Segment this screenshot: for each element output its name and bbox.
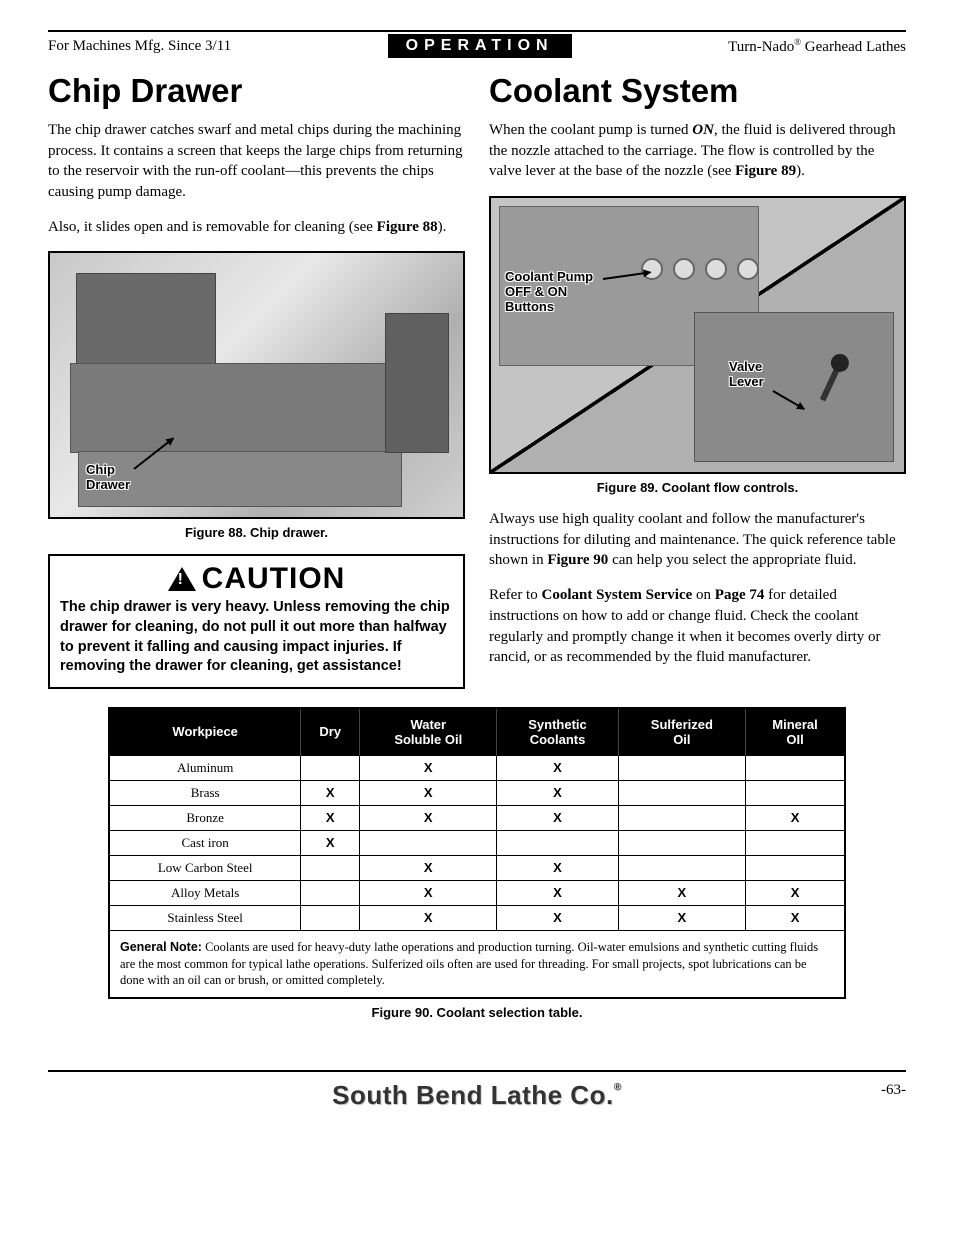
table-header: WaterSoluble Oil: [360, 709, 497, 756]
figure-88: Chip Drawer: [48, 251, 465, 519]
fig88-label-chip: Chip: [86, 462, 115, 477]
table-cell: [301, 855, 360, 880]
coolant-p1: When the coolant pump is turned ON, the …: [489, 120, 906, 182]
header-right: Turn-Nado® Gearhead Lathes: [728, 37, 906, 56]
caution-title: CAUTION: [60, 562, 453, 596]
table-cell: X: [497, 805, 618, 830]
table-row: Stainless SteelXXXX: [110, 905, 844, 930]
chip-drawer-heading: Chip Drawer: [48, 72, 465, 110]
figure-89: Coolant Pump OFF & ON Buttons Valve Leve…: [489, 196, 906, 474]
figure-89-caption: Figure 89. Coolant flow controls.: [489, 480, 906, 495]
table-cell: X: [360, 755, 497, 780]
table-header: MineralOIl: [746, 709, 844, 756]
table-cell: [746, 780, 844, 805]
table-cell: [618, 805, 745, 830]
page-footer: South Bend Lathe Co.® -63-: [48, 1070, 906, 1111]
workpiece-cell: Low Carbon Steel: [110, 855, 301, 880]
chip-drawer-p2: Also, it slides open and is removable fo…: [48, 217, 465, 238]
workpiece-cell: Cast iron: [110, 830, 301, 855]
table-cell: X: [746, 805, 844, 830]
table-cell: X: [301, 780, 360, 805]
table-header: Workpiece: [110, 709, 301, 756]
workpiece-cell: Brass: [110, 780, 301, 805]
table-cell: [618, 830, 745, 855]
table-cell: [301, 880, 360, 905]
table-row: Alloy MetalsXXXX: [110, 880, 844, 905]
table-cell: X: [360, 905, 497, 930]
header-left: For Machines Mfg. Since 3/11: [48, 38, 231, 55]
table-cell: X: [301, 805, 360, 830]
table-row: BrassXXX: [110, 780, 844, 805]
table-cell: [360, 830, 497, 855]
figure-88-caption: Figure 88. Chip drawer.: [48, 525, 465, 540]
left-column: Chip Drawer The chip drawer catches swar…: [48, 72, 465, 689]
table-cell: X: [497, 855, 618, 880]
table-row: BronzeXXXX: [110, 805, 844, 830]
workpiece-cell: Bronze: [110, 805, 301, 830]
table-cell: [746, 830, 844, 855]
coolant-system-heading: Coolant System: [489, 72, 906, 110]
fig89-label-lever: Lever: [729, 374, 764, 389]
table-cell: X: [618, 905, 745, 930]
table-header: Dry: [301, 709, 360, 756]
table-cell: [746, 755, 844, 780]
table-row: Cast ironX: [110, 830, 844, 855]
table-cell: [497, 830, 618, 855]
table-cell: X: [360, 880, 497, 905]
table-header: SulferizedOil: [618, 709, 745, 756]
workpiece-cell: Alloy Metals: [110, 880, 301, 905]
fig88-label-drawer: Drawer: [86, 477, 130, 492]
footer-brand: South Bend Lathe Co.®: [332, 1080, 622, 1111]
table-cell: X: [360, 805, 497, 830]
workpiece-cell: Stainless Steel: [110, 905, 301, 930]
right-column: Coolant System When the coolant pump is …: [489, 72, 906, 689]
table-row: Aluminum XX: [110, 755, 844, 780]
table-cell: X: [360, 855, 497, 880]
warning-icon: [168, 567, 196, 591]
table-cell: X: [497, 780, 618, 805]
table-header: SyntheticCoolants: [497, 709, 618, 756]
caution-text: The chip drawer is very heavy. Unless re…: [60, 598, 453, 676]
table-cell: [618, 755, 745, 780]
table-row: Low Carbon Steel XX: [110, 855, 844, 880]
table-cell: X: [497, 905, 618, 930]
table-cell: [618, 780, 745, 805]
chip-drawer-p1: The chip drawer catches swarf and metal …: [48, 120, 465, 203]
table-cell: [301, 905, 360, 930]
fig89-label-pump: Coolant Pump: [505, 269, 593, 284]
coolant-table: WorkpieceDryWaterSoluble OilSyntheticCoo…: [108, 707, 846, 1000]
table-cell: X: [746, 905, 844, 930]
page-header: For Machines Mfg. Since 3/11 OPERATION T…: [48, 34, 906, 58]
table-cell: [618, 855, 745, 880]
table-cell: X: [497, 755, 618, 780]
figure-90-caption: Figure 90. Coolant selection table.: [48, 1005, 906, 1020]
table-cell: X: [746, 880, 844, 905]
coolant-p2: Always use high quality coolant and foll…: [489, 509, 906, 571]
fig89-label-buttons: Buttons: [505, 299, 554, 314]
header-center: OPERATION: [388, 34, 572, 58]
table-note: General Note: Coolants are used for heav…: [110, 930, 844, 998]
table-cell: [301, 755, 360, 780]
table-cell: X: [360, 780, 497, 805]
table-cell: [746, 855, 844, 880]
fig89-label-valve: Valve: [729, 359, 762, 374]
table-cell: X: [618, 880, 745, 905]
caution-box: CAUTION The chip drawer is very heavy. U…: [48, 554, 465, 688]
table-cell: X: [497, 880, 618, 905]
workpiece-cell: Aluminum: [110, 755, 301, 780]
fig89-label-offon: OFF & ON: [505, 284, 567, 299]
coolant-p3: Refer to Coolant System Service on Page …: [489, 585, 906, 668]
table-cell: X: [301, 830, 360, 855]
page-number: -63-: [881, 1082, 906, 1099]
